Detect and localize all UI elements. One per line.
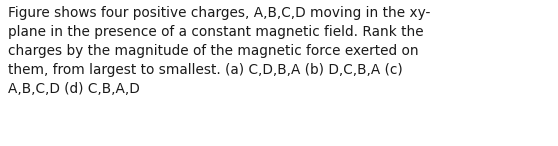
Text: Figure shows four positive charges, A,B,C,D moving in the xy-
plane in the prese: Figure shows four positive charges, A,B,… (8, 6, 431, 96)
